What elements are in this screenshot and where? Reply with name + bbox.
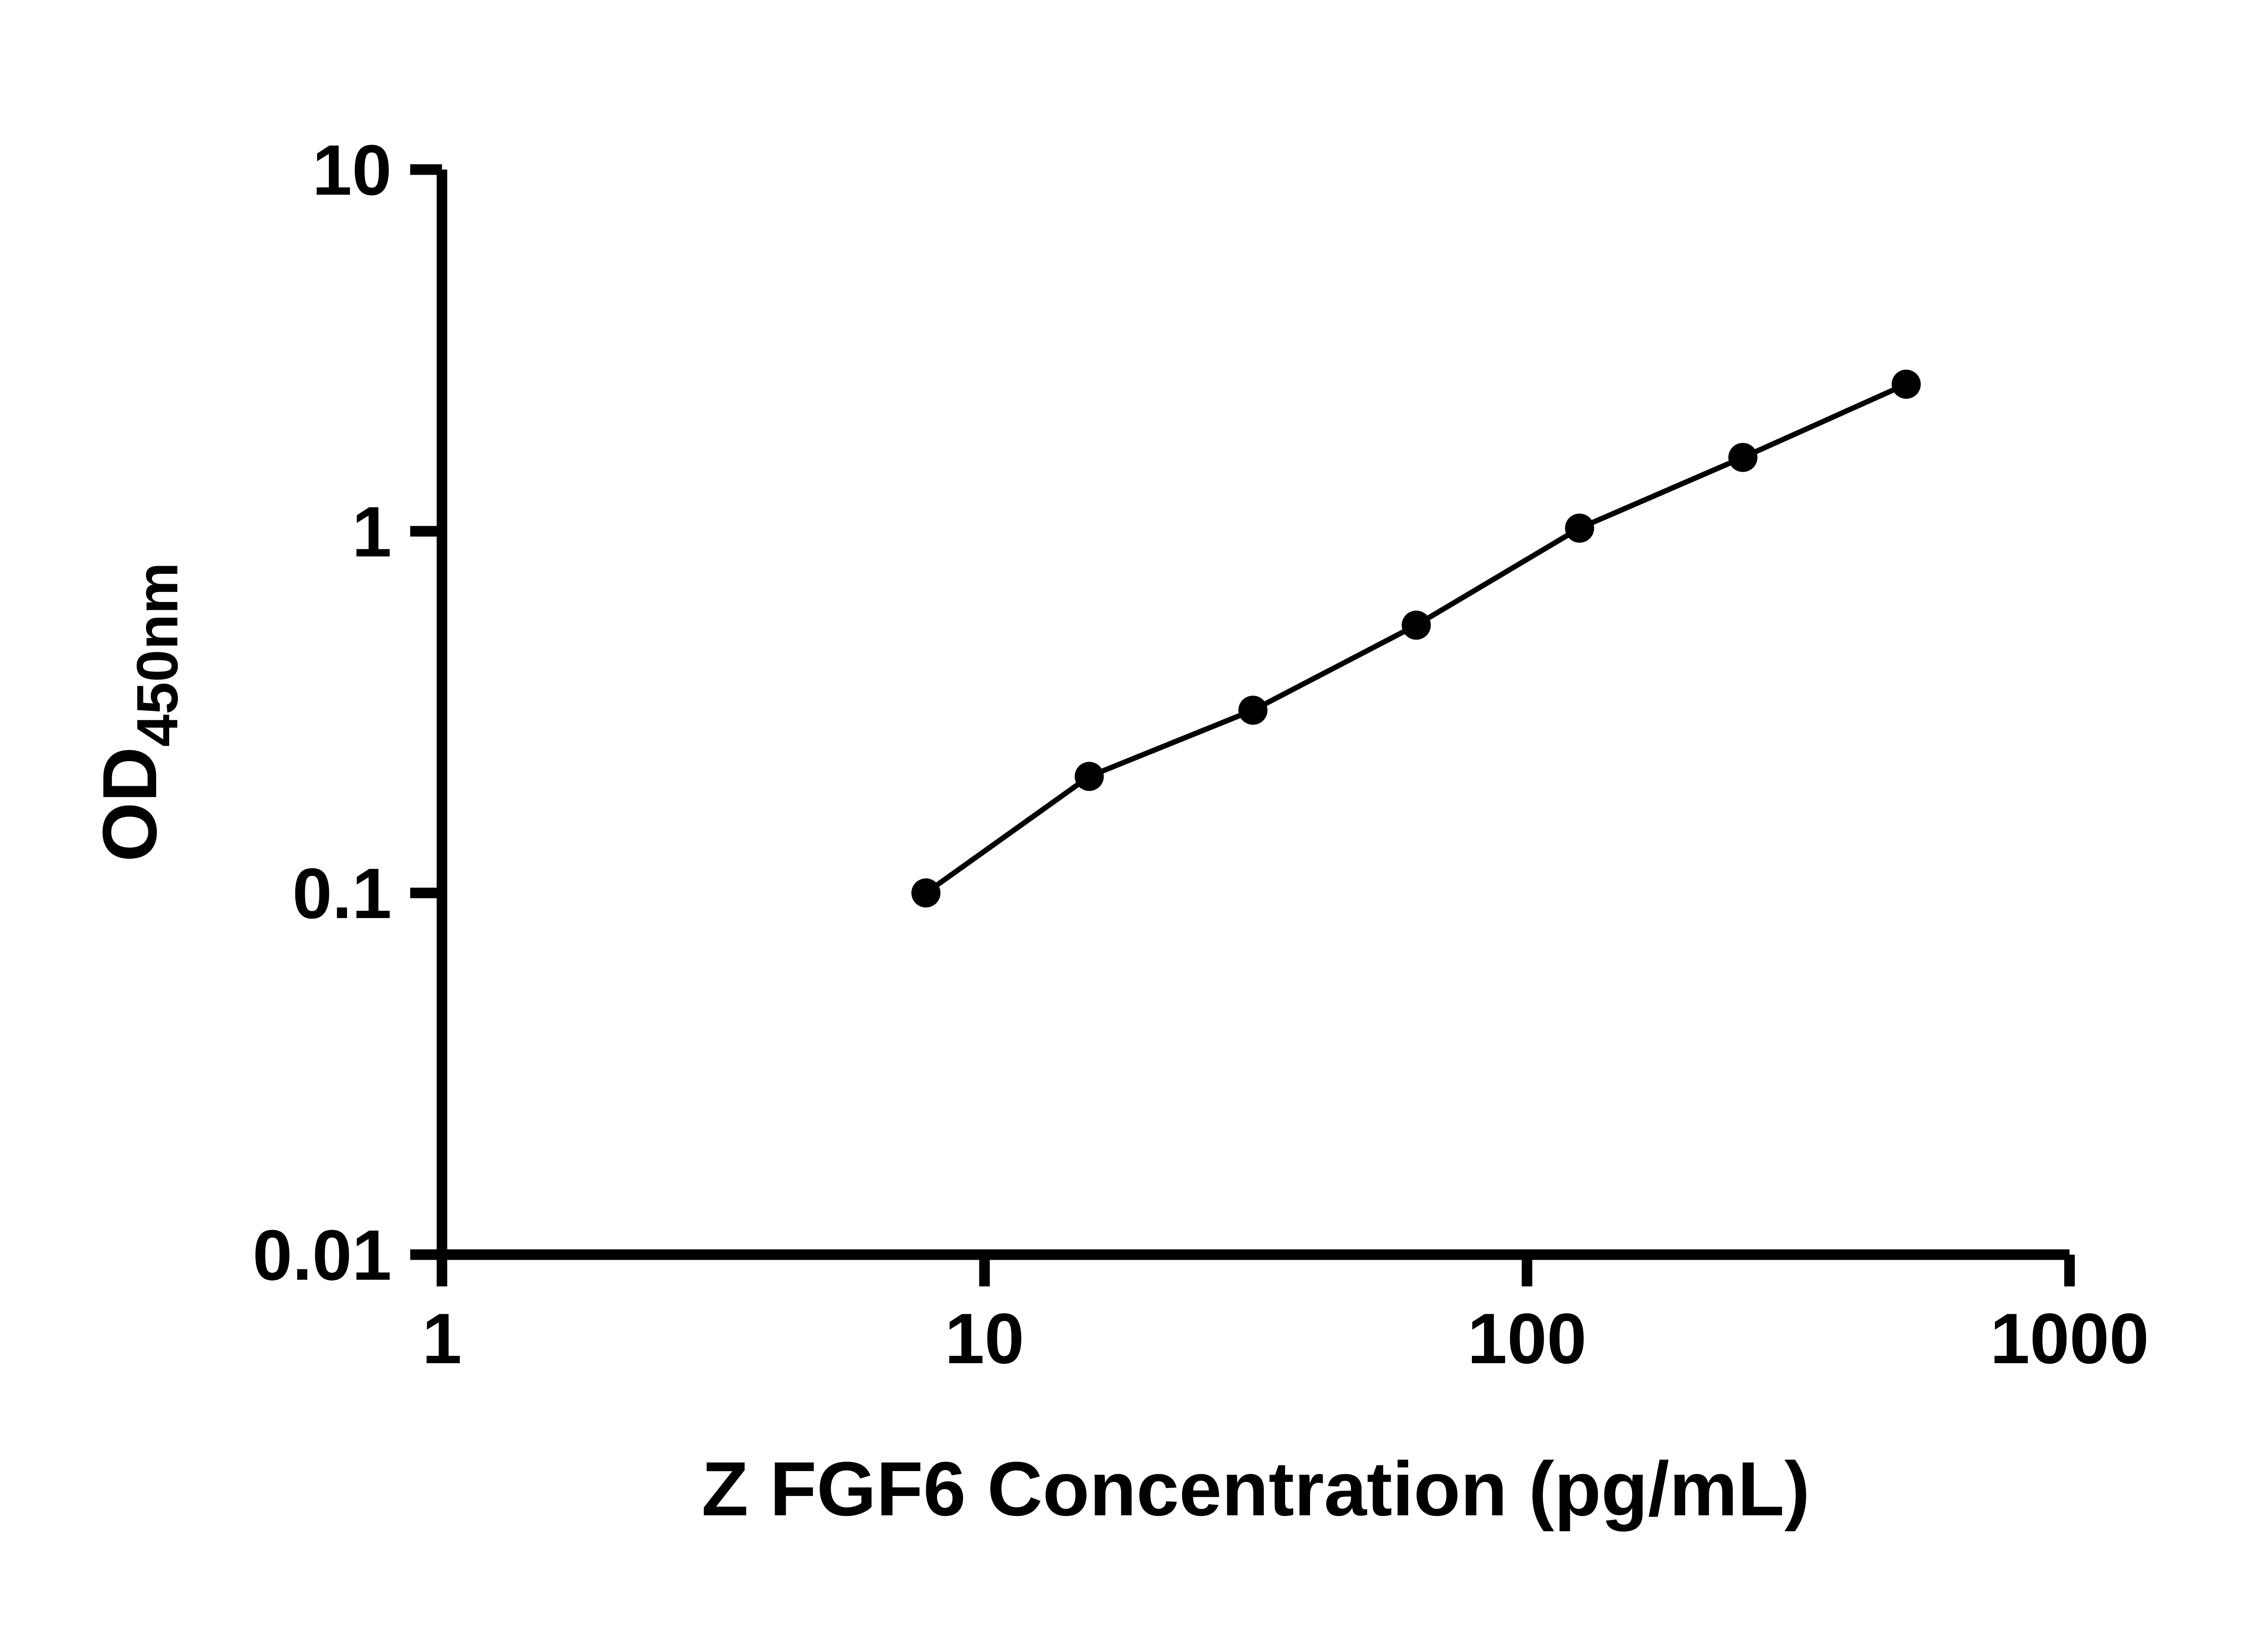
y-tick-label: 10: [312, 130, 391, 210]
y-axis-title-subscript: 450nm: [125, 562, 190, 747]
x-tick-label: 100: [1467, 1299, 1587, 1379]
x-tick-label: 1: [422, 1299, 462, 1379]
data-point: [911, 878, 941, 908]
y-tick-label: 0.01: [253, 1215, 392, 1295]
x-tick-label: 10: [945, 1299, 1024, 1379]
data-point: [1075, 762, 1104, 791]
data-point: [1892, 369, 1921, 399]
data-point: [1402, 610, 1431, 640]
x-tick-label: 1000: [1990, 1299, 2149, 1379]
data-point: [1238, 695, 1268, 725]
y-tick-label: 1: [352, 492, 392, 572]
y-axis-title: OD450nm: [87, 562, 190, 861]
y-axis-title-main: OD: [87, 747, 172, 862]
data-point: [1565, 513, 1594, 543]
y-tick-label: 0.1: [293, 854, 392, 934]
plot-layer: 1 10 100 1000 0.01 0.1 1 10: [253, 130, 2149, 1379]
chart-canvas: 1 10 100 1000 0.01 0.1 1 10 Z FGF6 Concentratio…: [0, 22, 2268, 1611]
elisa-standard-curve-figure: 1 10 100 1000 0.01 0.1 1 10 Z FGF6 Concentratio…: [0, 22, 2268, 1611]
x-axis-title: Z FGF6 Concentration (pg/mL): [702, 1446, 1810, 1531]
data-point: [1728, 443, 1758, 472]
